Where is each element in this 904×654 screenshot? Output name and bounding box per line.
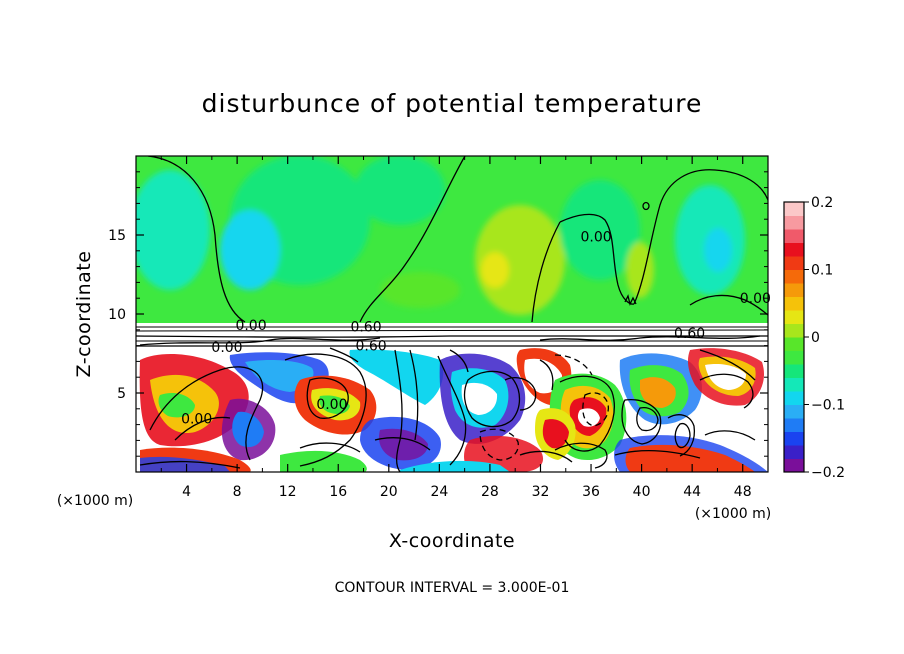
contour-label: 0.00 — [581, 230, 612, 246]
colorbar-swatch — [784, 404, 804, 419]
colorbar-tick-label: 0.1 — [811, 263, 833, 279]
colorbar-swatch — [784, 256, 804, 270]
y-tick-label: 5 — [117, 386, 126, 402]
contour-label: 0.00 — [211, 340, 242, 356]
contour-interval-note: CONTOUR INTERVAL = 3.000E-01 — [335, 580, 570, 596]
colorbar-tick-label: −0.1 — [811, 398, 845, 414]
contour-label: 0.60 — [674, 326, 705, 342]
colorbar-swatch — [784, 458, 804, 473]
lower-anomalies — [139, 348, 768, 472]
upper-anomalies — [136, 156, 745, 315]
colorbar-swatch — [784, 350, 804, 365]
x-tick-label: 4 — [182, 484, 191, 500]
x-tick-label: 8 — [233, 484, 242, 500]
x-tick-label: 36 — [582, 484, 600, 500]
x-tick-label: 48 — [734, 484, 752, 500]
x-tick-label: 32 — [532, 484, 550, 500]
contour-label: 0.00 — [235, 318, 266, 334]
contour-label: 0.00 — [316, 397, 347, 413]
y-axis: 5 10 15 — [108, 171, 768, 457]
y-tick-label: 15 — [108, 228, 126, 244]
colorbar-swatch — [784, 310, 804, 324]
colorbar-swatch — [784, 337, 804, 351]
colorbar-swatch — [784, 445, 804, 459]
y-axis-label: Z-coordinate — [73, 251, 95, 378]
x-tick-label: 44 — [683, 484, 701, 500]
colorbar-swatch — [784, 229, 804, 243]
colorbar-tick-label: 0.2 — [811, 195, 833, 211]
contour-label: 0.60 — [350, 320, 381, 336]
colorbar-swatch — [784, 377, 804, 392]
colorbar-swatch — [784, 296, 804, 311]
colorbar-swatch — [784, 283, 804, 297]
colorbar-tick-label: 0 — [811, 330, 820, 346]
colorbar-swatch — [784, 431, 804, 446]
contour-labels: 0.00 0.00 0.60 0.60 0.00 0.00 0.00 0.00 0.60 — [181, 230, 771, 428]
x-axis-label: X-coordinate — [389, 530, 515, 552]
colorbar: 0.2 0.1 0 −0.1 −0.2 — [783, 195, 845, 481]
x-axis: 4 8 12 16 20 24 28 32 36 40 44 48 — [160, 156, 752, 500]
x-tick-label: 24 — [430, 484, 448, 500]
x-axis-unit: (×1000 m) — [695, 506, 771, 522]
x-tick-label: 16 — [329, 484, 347, 500]
y-tick-label: 10 — [108, 307, 126, 323]
chart-title: disturbunce of potential temperature — [202, 89, 703, 118]
x-tick-label: 20 — [380, 484, 398, 500]
contour-label: 0.00 — [181, 411, 212, 427]
colorbar-swatch — [784, 202, 804, 216]
colorbar-swatch — [784, 269, 804, 284]
contour-label: 0.60 — [356, 339, 387, 355]
x-tick-label: 40 — [633, 484, 651, 500]
x-tick-label: 12 — [279, 484, 297, 500]
x-tick-label: 28 — [481, 484, 499, 500]
plot-area — [136, 156, 768, 472]
x-origin-unit: (×1000 m) — [57, 493, 133, 509]
colorbar-swatch — [784, 215, 804, 230]
colorbar-swatch — [784, 364, 804, 378]
colorbar-swatch — [784, 242, 804, 257]
colorbar-swatch — [784, 323, 804, 338]
colorbar-tick-label: −0.2 — [811, 465, 845, 481]
colorbar-swatch — [784, 391, 804, 405]
contour-label: 0.00 — [740, 291, 771, 307]
contour-lines — [136, 156, 768, 472]
colorbar-swatch — [784, 418, 804, 432]
